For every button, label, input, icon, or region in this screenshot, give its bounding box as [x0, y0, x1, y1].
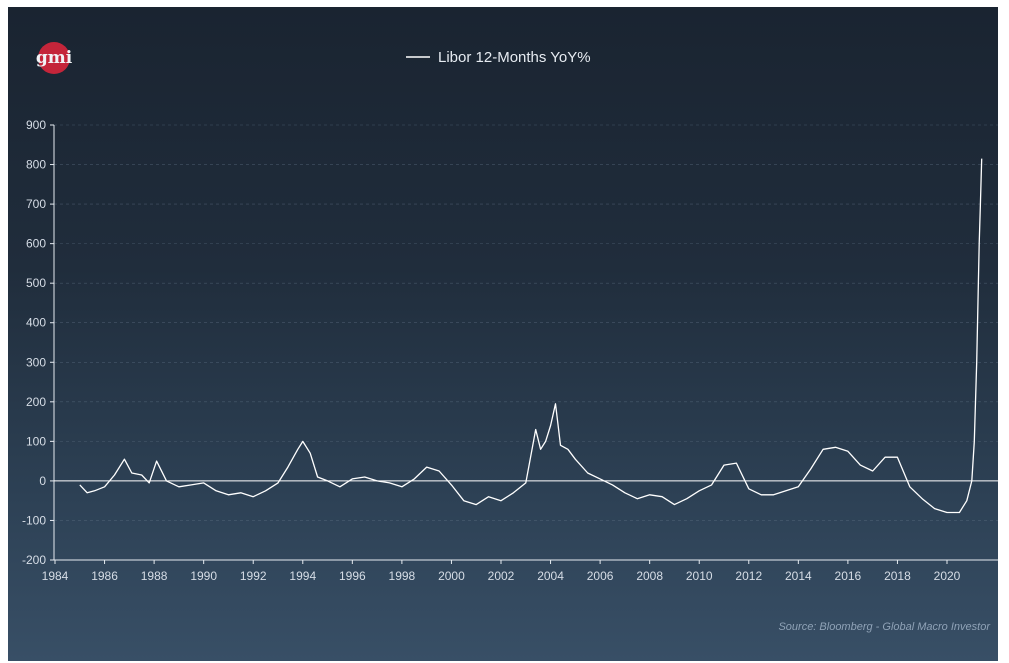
x-tick-label: 2016	[835, 569, 862, 583]
y-tick-label: 400	[26, 316, 46, 330]
chart-frame: gmi Libor 12-Months YoY% -200 -100 0 100 200…	[8, 7, 998, 661]
x-tick-label: 2008	[636, 569, 663, 583]
x-tick-label: 2020	[934, 569, 961, 583]
y-tick-label: 800	[26, 158, 46, 172]
y-tick-label: 100	[26, 434, 46, 448]
y-tick-label: -200	[22, 553, 46, 567]
x-tick-label: 1990	[190, 569, 217, 583]
x-tick-label: 2010	[686, 569, 713, 583]
x-tick-label: 1984	[42, 569, 69, 583]
y-tick-label: -100	[22, 513, 46, 527]
x-tick-label: 1998	[389, 569, 416, 583]
x-tick-label: 1992	[240, 569, 267, 583]
x-tick-label: 1994	[289, 569, 316, 583]
x-tick-label: 1996	[339, 569, 366, 583]
y-tick-label: 200	[26, 395, 46, 409]
grid-lines	[54, 124, 998, 521]
x-tick-label: 2006	[587, 569, 614, 583]
y-tick-label: 900	[26, 118, 46, 132]
libor-chart: gmi Libor 12-Months YoY% -200 -100 0 100 200…	[22, 42, 998, 633]
series-line-libor	[79, 158, 983, 514]
x-tick-label: 2018	[884, 569, 911, 583]
source-note: Source: Bloomberg - Global Macro Investo…	[778, 621, 991, 633]
x-tick-label: 1986	[91, 569, 118, 583]
x-tick-label: 2012	[735, 569, 762, 583]
x-tick-label: 2014	[785, 569, 812, 583]
x-tick-label: 2004	[537, 569, 564, 583]
x-tick-label: 1988	[141, 569, 168, 583]
x-tick-label: 2002	[488, 569, 515, 583]
y-tick-label: 600	[26, 237, 46, 251]
legend: Libor 12-Months YoY%	[406, 49, 591, 66]
y-tick-label: 0	[39, 474, 46, 488]
y-tick-label: 300	[26, 355, 46, 369]
x-tick-label: 2000	[438, 569, 465, 583]
logo-text: gmi	[36, 48, 73, 68]
legend-label: Libor 12-Months YoY%	[438, 49, 591, 66]
gmi-logo: gmi	[36, 42, 73, 74]
logo-circle	[38, 42, 70, 74]
y-axis: -200 -100 0 100 200 300 400 500 600 700 800 900	[22, 118, 55, 567]
y-tick-label: 500	[26, 276, 46, 290]
x-axis: 1984 1986 1988 1990 1992 1994 1996 1998 2000 2002…	[42, 559, 998, 583]
y-tick-label: 700	[26, 197, 46, 211]
